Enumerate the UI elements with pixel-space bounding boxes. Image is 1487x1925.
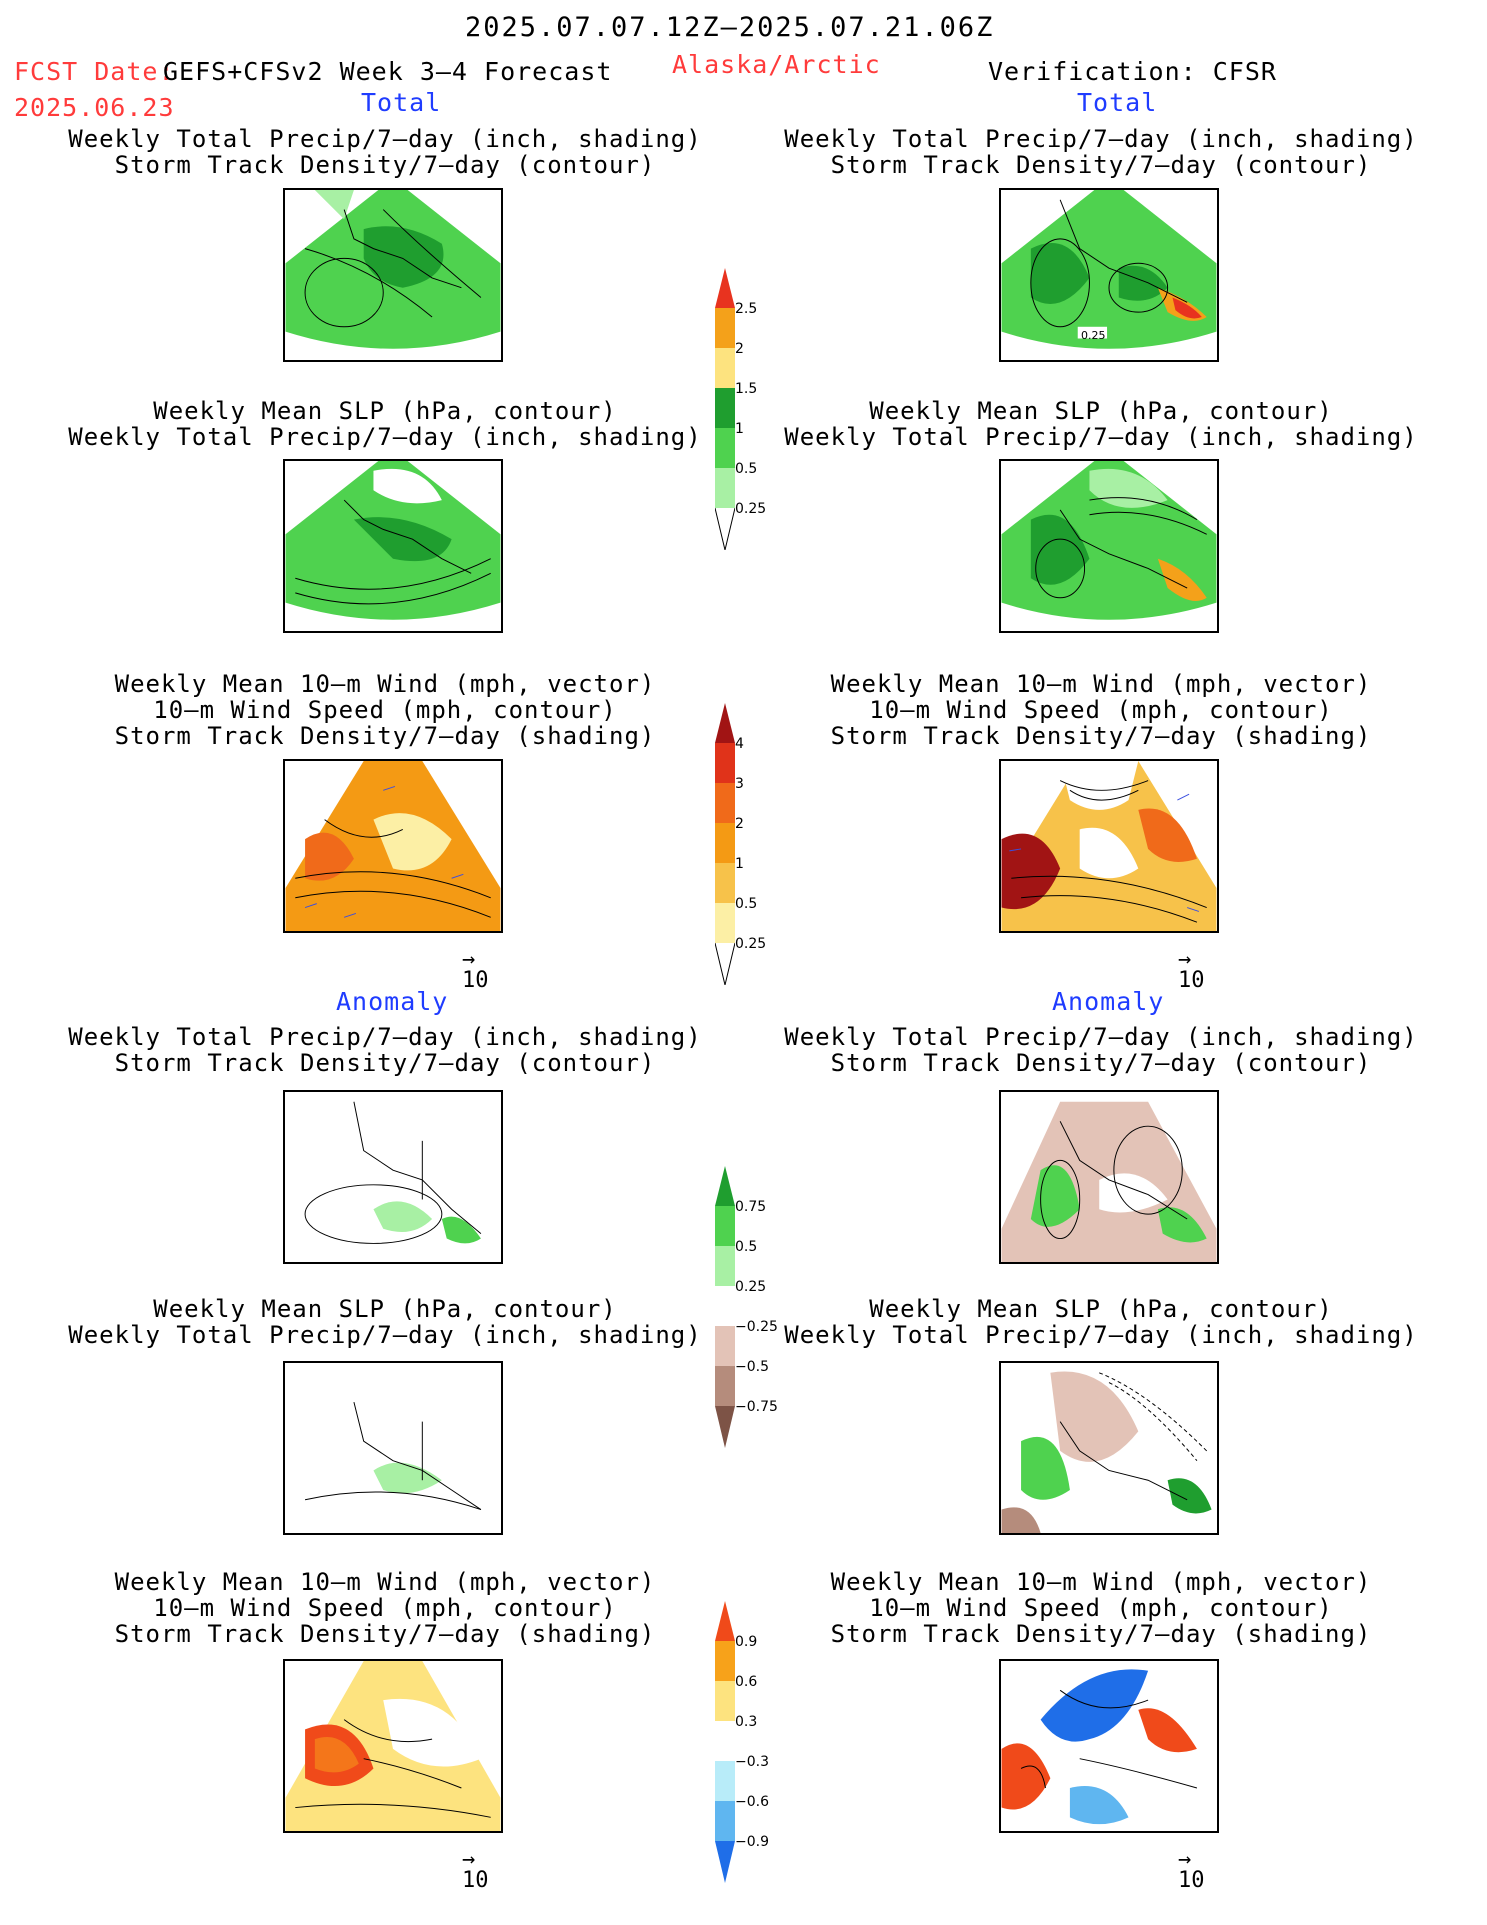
map-anom-slp-precip-verif	[999, 1361, 1219, 1535]
cbar1-label-2: 1.5	[735, 381, 758, 397]
ref-vector-l-anom: → 10	[462, 1847, 489, 1894]
cbar4-label-4: −0.6	[735, 1794, 769, 1810]
cbar3-label-5: −0.75	[735, 1399, 778, 1415]
map-anom-precip-storm-verif	[999, 1090, 1219, 1264]
colorbar-storm-anom-swatches	[715, 1601, 735, 1883]
ref-vector-r-anom: → 10	[1178, 1847, 1205, 1894]
cbar3-label-4: −0.5	[735, 1359, 769, 1375]
colorbar-precip-anom: 0.75 0.5 0.25 −0.25 −0.5 −0.75	[715, 1166, 778, 1452]
caption-r0: Weekly Total Precip/7–day (inch, shading…	[784, 125, 1418, 179]
caption-l5: Weekly Mean 10–m Wind (mph, vector) 10–m …	[114, 1568, 656, 1648]
right-anomaly-label: Anomaly	[1052, 987, 1165, 1016]
cbar1-label-4: 0.5	[735, 461, 758, 477]
cbar1-label-1: 2	[735, 341, 744, 357]
map-slp-precip-verif	[999, 459, 1219, 633]
arrow-icon: →	[462, 1847, 476, 1872]
cbar3-label-1: 0.5	[735, 1239, 758, 1255]
caption-l1: Weekly Mean SLP (hPa, contour) Weekly Tot…	[68, 397, 702, 451]
caption-r1: Weekly Mean SLP (hPa, contour) Weekly Tot…	[784, 397, 1418, 451]
fcst-model-label: GEFS+CFSv2 Week 3–4 Forecast	[163, 57, 613, 86]
caption-r5: Weekly Mean 10–m Wind (mph, vector) 10–m …	[830, 1568, 1372, 1648]
cbar3-label-2: 0.25	[735, 1279, 767, 1295]
cbar4-label-1: 0.6	[735, 1674, 758, 1690]
contour-label: 0.25	[1081, 329, 1106, 342]
verification-label: Verification: CFSR	[988, 57, 1277, 86]
fcst-date-value: 2025.06.23	[14, 93, 175, 122]
cbar3-label-0: 0.75	[735, 1199, 767, 1215]
ref-vector-r-total: → 10	[1178, 947, 1205, 994]
forecast-period-title: 2025.07.07.12Z–2025.07.21.06Z	[465, 12, 995, 43]
cbar2-label-5: 0.25	[735, 936, 767, 952]
cbar1-label-5: 0.25	[735, 501, 767, 517]
cbar4-label-5: −0.9	[735, 1834, 769, 1850]
arrow-icon: →	[1178, 947, 1192, 972]
colorbar-precip-total: 2.5 2 1.5 1 0.5 0.25	[714, 268, 766, 554]
map-anom-wind-storm-fcst	[283, 1659, 503, 1833]
left-anomaly-label: Anomaly	[336, 987, 449, 1016]
caption-r4: Weekly Mean SLP (hPa, contour) Weekly Tot…	[784, 1295, 1418, 1349]
cbar2-label-4: 0.5	[735, 896, 758, 912]
caption-r3: Weekly Total Precip/7–day (inch, shading…	[784, 1023, 1418, 1077]
arrow-icon: →	[462, 947, 476, 972]
map-anom-slp-precip-fcst	[283, 1361, 503, 1535]
ref-vector-l-total: → 10	[462, 947, 489, 994]
map-anom-precip-storm-fcst	[283, 1090, 503, 1264]
arrow-icon: →	[1178, 1847, 1192, 1872]
cbar2-label-2: 2	[735, 816, 744, 832]
map-wind-storm-verif	[999, 759, 1219, 933]
fcst-date-label: FCST Date:	[14, 57, 175, 86]
cbar4-label-0: 0.9	[735, 1634, 758, 1650]
cbar4-label-2: 0.3	[735, 1714, 758, 1730]
colorbar-precip-anom-swatches	[715, 1166, 735, 1448]
caption-l2: Weekly Mean 10–m Wind (mph, vector) 10–m …	[114, 670, 656, 750]
map-total-precip-storm-verif: 0.25	[999, 188, 1219, 362]
colorbar-storm-anom: 0.9 0.6 0.3 −0.3 −0.6 −0.9	[715, 1601, 769, 1887]
right-total-label: Total	[1077, 88, 1158, 117]
caption-l4: Weekly Mean SLP (hPa, contour) Weekly Tot…	[68, 1295, 702, 1349]
colorbar-storm-total-swatches	[714, 703, 736, 986]
region-label: Alaska/Arctic	[672, 50, 881, 79]
cbar2-label-0: 4	[735, 736, 744, 752]
cbar4-label-3: −0.3	[735, 1754, 769, 1770]
colorbar-storm-total: 4 3 2 1 0.5 0.25	[714, 703, 766, 989]
colorbar-precip-total-swatches	[714, 268, 736, 551]
cbar2-label-1: 3	[735, 776, 744, 792]
caption-r2: Weekly Mean 10–m Wind (mph, vector) 10–m …	[830, 670, 1372, 750]
map-anom-wind-storm-verif	[999, 1659, 1219, 1833]
cbar1-label-0: 2.5	[735, 301, 758, 317]
caption-l0: Weekly Total Precip/7–day (inch, shading…	[68, 125, 702, 179]
map-total-precip-storm-fcst	[283, 188, 503, 362]
caption-l3: Weekly Total Precip/7–day (inch, shading…	[68, 1023, 702, 1077]
cbar1-label-3: 1	[735, 421, 744, 437]
cbar3-label-3: −0.25	[735, 1319, 778, 1335]
map-wind-storm-fcst	[283, 759, 503, 933]
left-total-label: Total	[361, 88, 442, 117]
cbar2-label-3: 1	[735, 856, 744, 872]
map-slp-precip-fcst	[283, 459, 503, 633]
